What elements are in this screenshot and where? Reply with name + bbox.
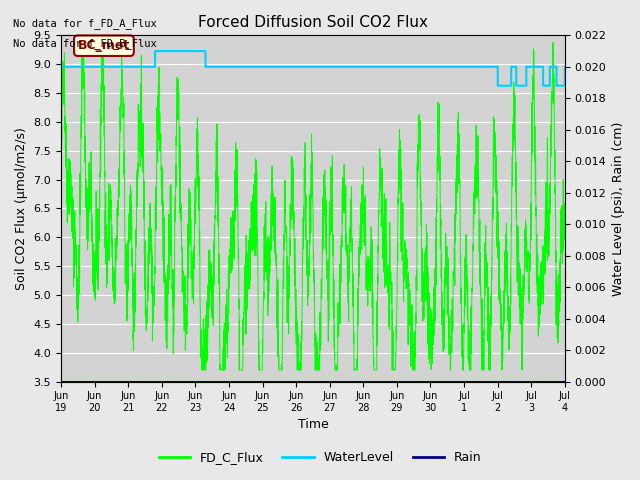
X-axis label: Time: Time bbox=[298, 419, 328, 432]
Legend: FD_C_Flux, WaterLevel, Rain: FD_C_Flux, WaterLevel, Rain bbox=[154, 446, 486, 469]
Y-axis label: Soil CO2 Flux (μmol/m2/s): Soil CO2 Flux (μmol/m2/s) bbox=[15, 127, 28, 290]
Title: Forced Diffusion Soil CO2 Flux: Forced Diffusion Soil CO2 Flux bbox=[198, 15, 428, 30]
Text: No data for f_FD_A_Flux: No data for f_FD_A_Flux bbox=[13, 18, 157, 29]
Y-axis label: Water Level (psi), Rain (cm): Water Level (psi), Rain (cm) bbox=[612, 121, 625, 296]
Text: BC_met: BC_met bbox=[78, 39, 130, 52]
Text: No data for f_FD_B_Flux: No data for f_FD_B_Flux bbox=[13, 37, 157, 48]
